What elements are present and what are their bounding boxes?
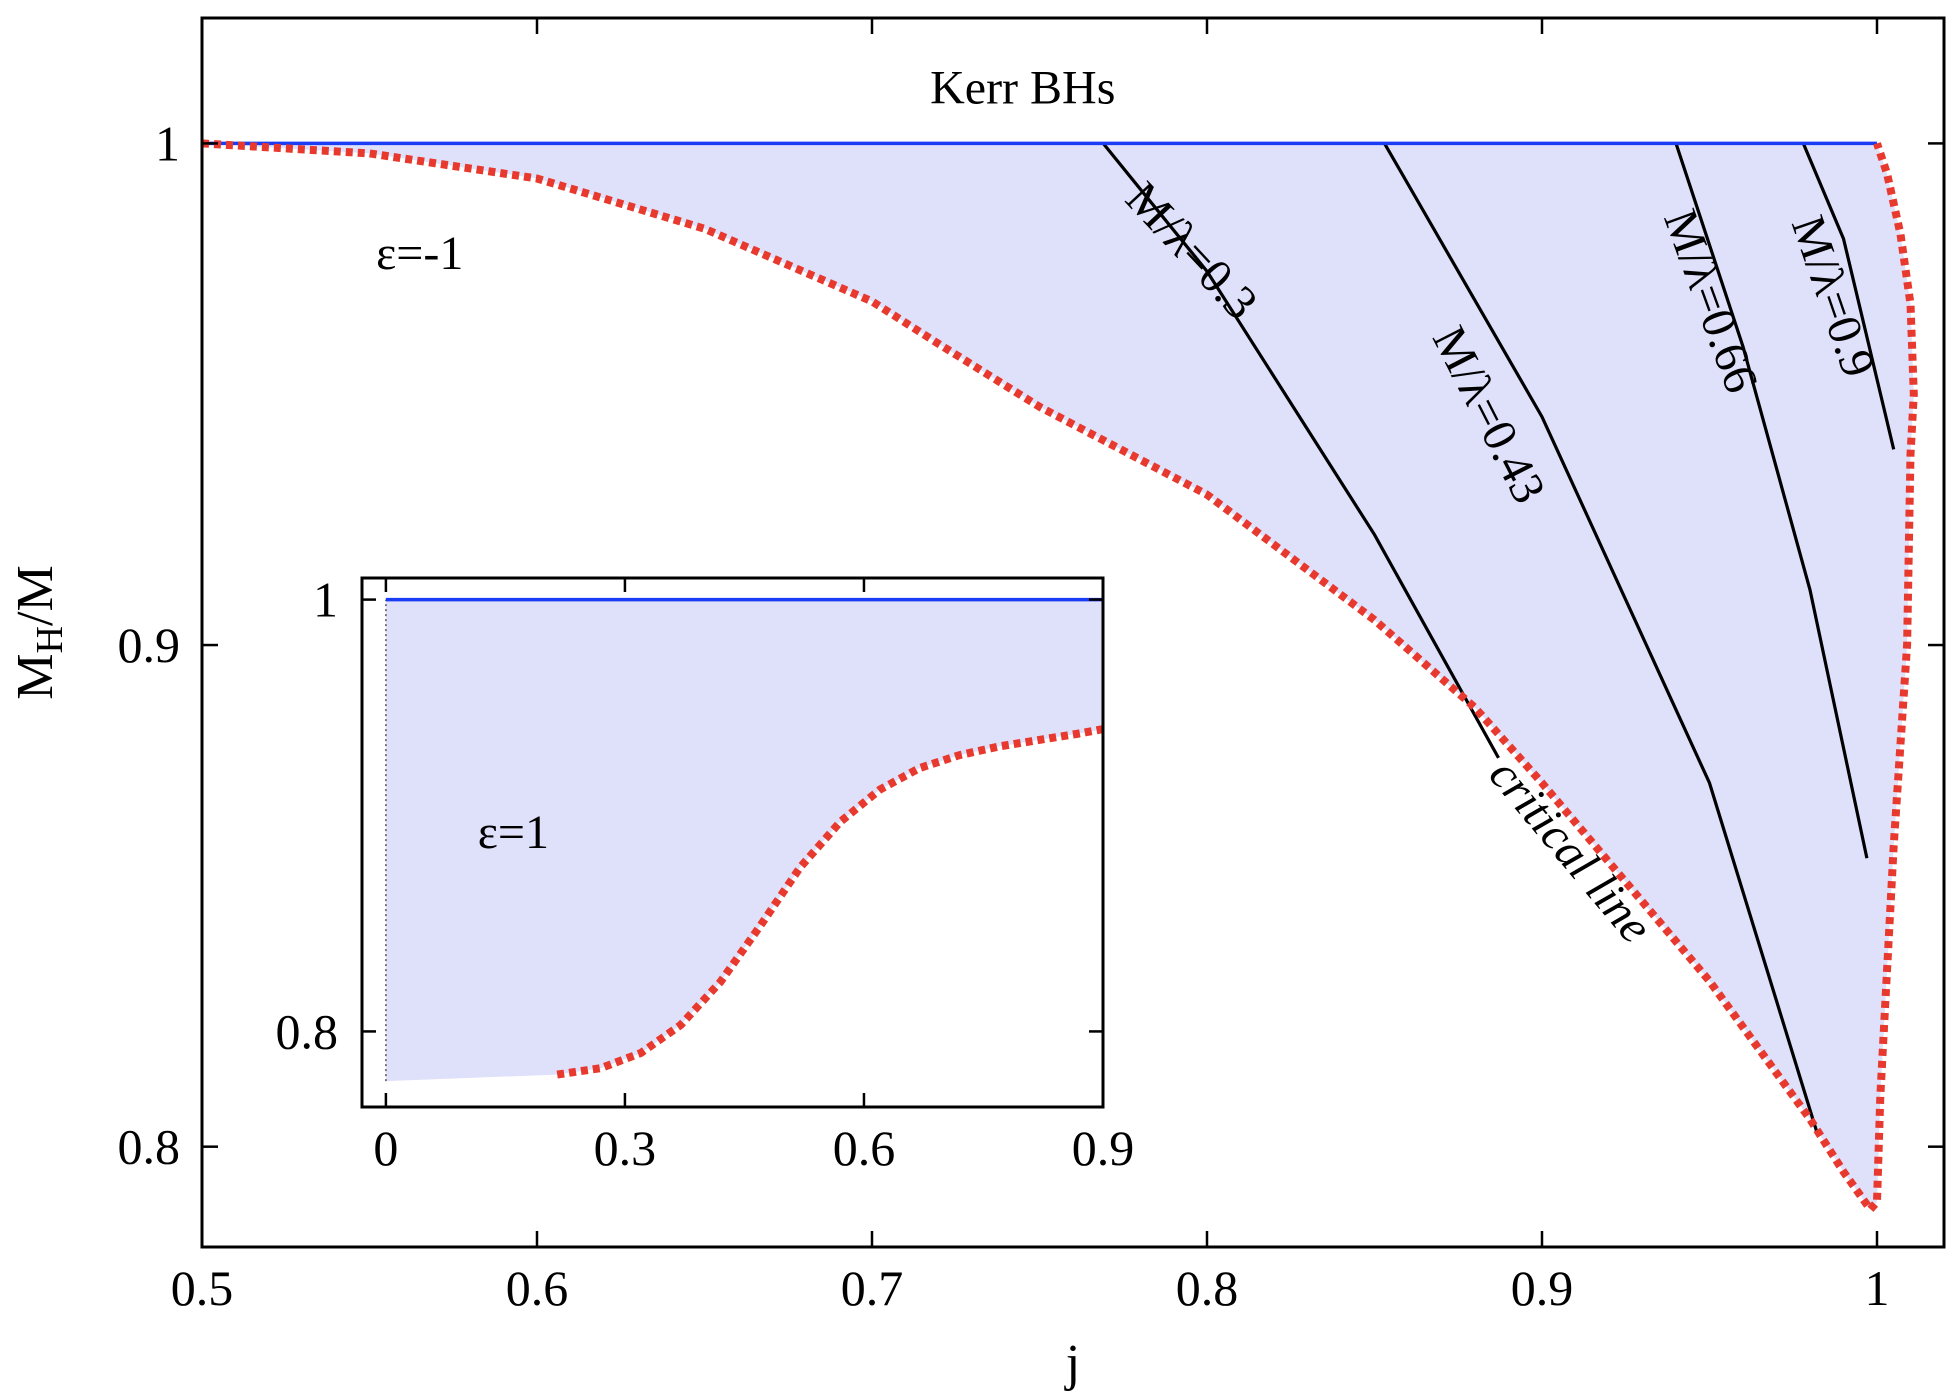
epsilon-annotation: ε=-1 <box>376 227 463 280</box>
x-tick-label-1: 0.6 <box>506 1260 569 1316</box>
y-tick-label-1: 0.9 <box>118 617 181 673</box>
y-axis-label-main: M <box>7 653 64 699</box>
inset-x-tick-label-3: 0.9 <box>1072 1120 1135 1176</box>
inset-plot: 0 0.3 0.6 0.9 0.8 1 ε=1 <box>276 572 1135 1176</box>
inset-axis-ticks: 0 0.3 0.6 0.9 0.8 1 <box>276 572 1135 1176</box>
inset-allowed-region-fill <box>385 599 1103 1082</box>
main-axis-ticks: 0.5 0.6 0.7 0.8 0.9 1 0.8 0.9 1 <box>118 18 1944 1316</box>
inset-frame <box>360 576 1105 1109</box>
kerr-bhs-annotation: Kerr BHs <box>930 61 1115 114</box>
inset-critical-line <box>556 725 1104 1079</box>
inset-x-tick-label-1: 0.3 <box>594 1120 657 1176</box>
y-axis-label-subscript: H <box>29 626 71 653</box>
x-tick-label-3: 0.8 <box>1176 1260 1239 1316</box>
series-line-1 <box>1383 142 1819 1133</box>
inset-epsilon-annotation: ε=1 <box>478 806 549 859</box>
allowed-region-fill <box>202 143 1914 1210</box>
inset-x-tick-label-2: 0.6 <box>833 1120 896 1176</box>
main-plot: M/λ=0.3M/λ=0.43M/λ=0.66 M/λ=0.9 0.5 0.6 0.7… <box>7 16 1946 1392</box>
y-tick-label-2: 1 <box>155 115 180 171</box>
x-tick-label-0: 0.5 <box>171 1260 234 1316</box>
inset-y-tick-label-1: 1 <box>313 572 338 628</box>
critical-line <box>201 139 1918 1216</box>
inset-x-tick-label-0: 0 <box>373 1120 398 1176</box>
series-line-0 <box>1101 142 1500 759</box>
main-plot-frame <box>200 16 1946 1249</box>
series-line-2 <box>1674 142 1869 859</box>
x-tick-label-5: 1 <box>1865 1260 1890 1316</box>
y-axis-label-tail: /M <box>7 565 64 626</box>
x-tick-label-2: 0.7 <box>841 1260 904 1316</box>
x-tick-label-4: 0.9 <box>1511 1260 1574 1316</box>
y-tick-label-0: 0.8 <box>118 1119 181 1175</box>
inset-y-tick-label-0: 0.8 <box>276 1003 339 1059</box>
y-axis-label: MH/M <box>7 565 71 699</box>
x-axis-label: j <box>1064 1335 1080 1392</box>
series-line-3 <box>1801 142 1896 450</box>
